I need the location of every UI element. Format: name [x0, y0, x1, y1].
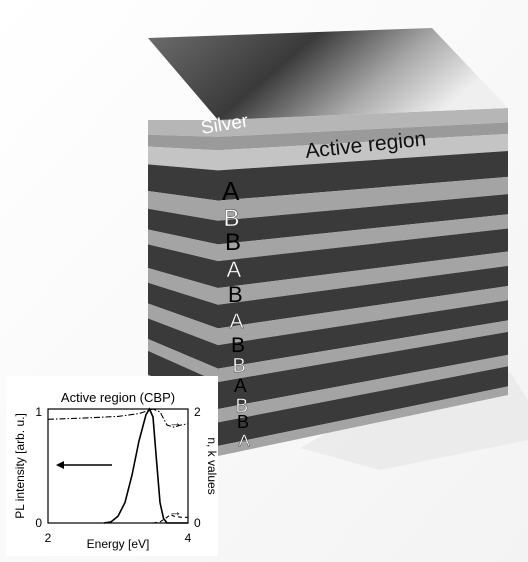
y-left-tick-1: 1	[35, 405, 42, 419]
stack-layer-right-face	[218, 386, 508, 456]
stack-layer-left-face	[148, 339, 218, 383]
right-axis-arrow-top: →	[169, 415, 182, 430]
stack-layer-right-face	[218, 354, 508, 423]
stack-layer-right-face	[218, 133, 508, 171]
stack-layer-right-face	[218, 151, 508, 201]
left-axis-arrow	[56, 461, 112, 469]
stack-layer-left-face	[148, 303, 218, 346]
y-left-tick-0: 0	[35, 516, 42, 530]
layer-letter: B	[236, 396, 249, 417]
stack-layer-right-face	[218, 251, 508, 305]
y-right-tick-2: 2	[194, 405, 201, 419]
stack-layer-right-face	[218, 228, 508, 288]
stack-layer-left-face	[148, 229, 218, 262]
series-line-solid	[103, 407, 188, 524]
stack-layer-right-face	[218, 122, 508, 151]
layer-letter: B	[237, 412, 249, 432]
stack-layer-right-face	[218, 176, 508, 221]
stack-layer-left-face	[148, 208, 218, 245]
stack-layer-right-face	[218, 108, 508, 137]
layer-letter: B	[228, 282, 243, 307]
y-left-axis-label: PL intensity [arb. u.]	[13, 413, 27, 519]
stack-layer-left-face	[148, 318, 218, 369]
y-right-axis-label: n, k values	[205, 437, 218, 494]
stack-layer-left-face	[148, 244, 218, 288]
layer-letter: B	[231, 334, 245, 357]
stack-layer-right-face	[218, 300, 508, 369]
x-tick-4: 4	[185, 531, 192, 545]
chart-title: Active region (CBP)	[61, 390, 175, 405]
x-tick-2: 2	[45, 531, 52, 545]
layer-letter: B	[224, 205, 240, 232]
series-line-dash-dot	[47, 408, 189, 428]
layer-letter: B	[225, 229, 241, 256]
series-line-dashed	[152, 513, 188, 524]
layer-letter: A	[239, 431, 251, 450]
inset-chart: Active region (CBP) PL intensity [arb. u…	[6, 376, 218, 556]
stack-layer-right-face	[218, 214, 508, 262]
y-right-tick-0: 0	[194, 516, 201, 530]
plot-lines	[47, 407, 189, 524]
layer-letter: B	[233, 355, 246, 377]
stack-layer-right-face	[218, 285, 508, 346]
stack-layer-left-face	[148, 282, 218, 329]
stack-layer-left-face	[148, 191, 218, 221]
stack-layer-left-face	[148, 268, 218, 305]
stack-layer-right-face	[218, 320, 508, 383]
layer-letter: A	[222, 176, 240, 206]
stack-layer-right-face	[218, 265, 508, 329]
stack-layer-left-face	[148, 164, 218, 201]
layer-letter: A	[227, 257, 242, 282]
stack-layer-left-face	[148, 134, 218, 151]
stack-layer-left-face	[148, 120, 218, 137]
layer-letter: A	[230, 310, 244, 333]
stack-layer-left-face	[148, 146, 218, 171]
x-axis-label: Energy [eV]	[87, 537, 150, 551]
stack-layer-right-face	[218, 366, 508, 446]
layer-letter: A	[234, 376, 247, 397]
plot-frame	[47, 408, 189, 524]
stack-layer-right-face	[218, 331, 508, 409]
silver-top-face	[148, 28, 508, 120]
stack-layer-right-face	[218, 194, 508, 245]
